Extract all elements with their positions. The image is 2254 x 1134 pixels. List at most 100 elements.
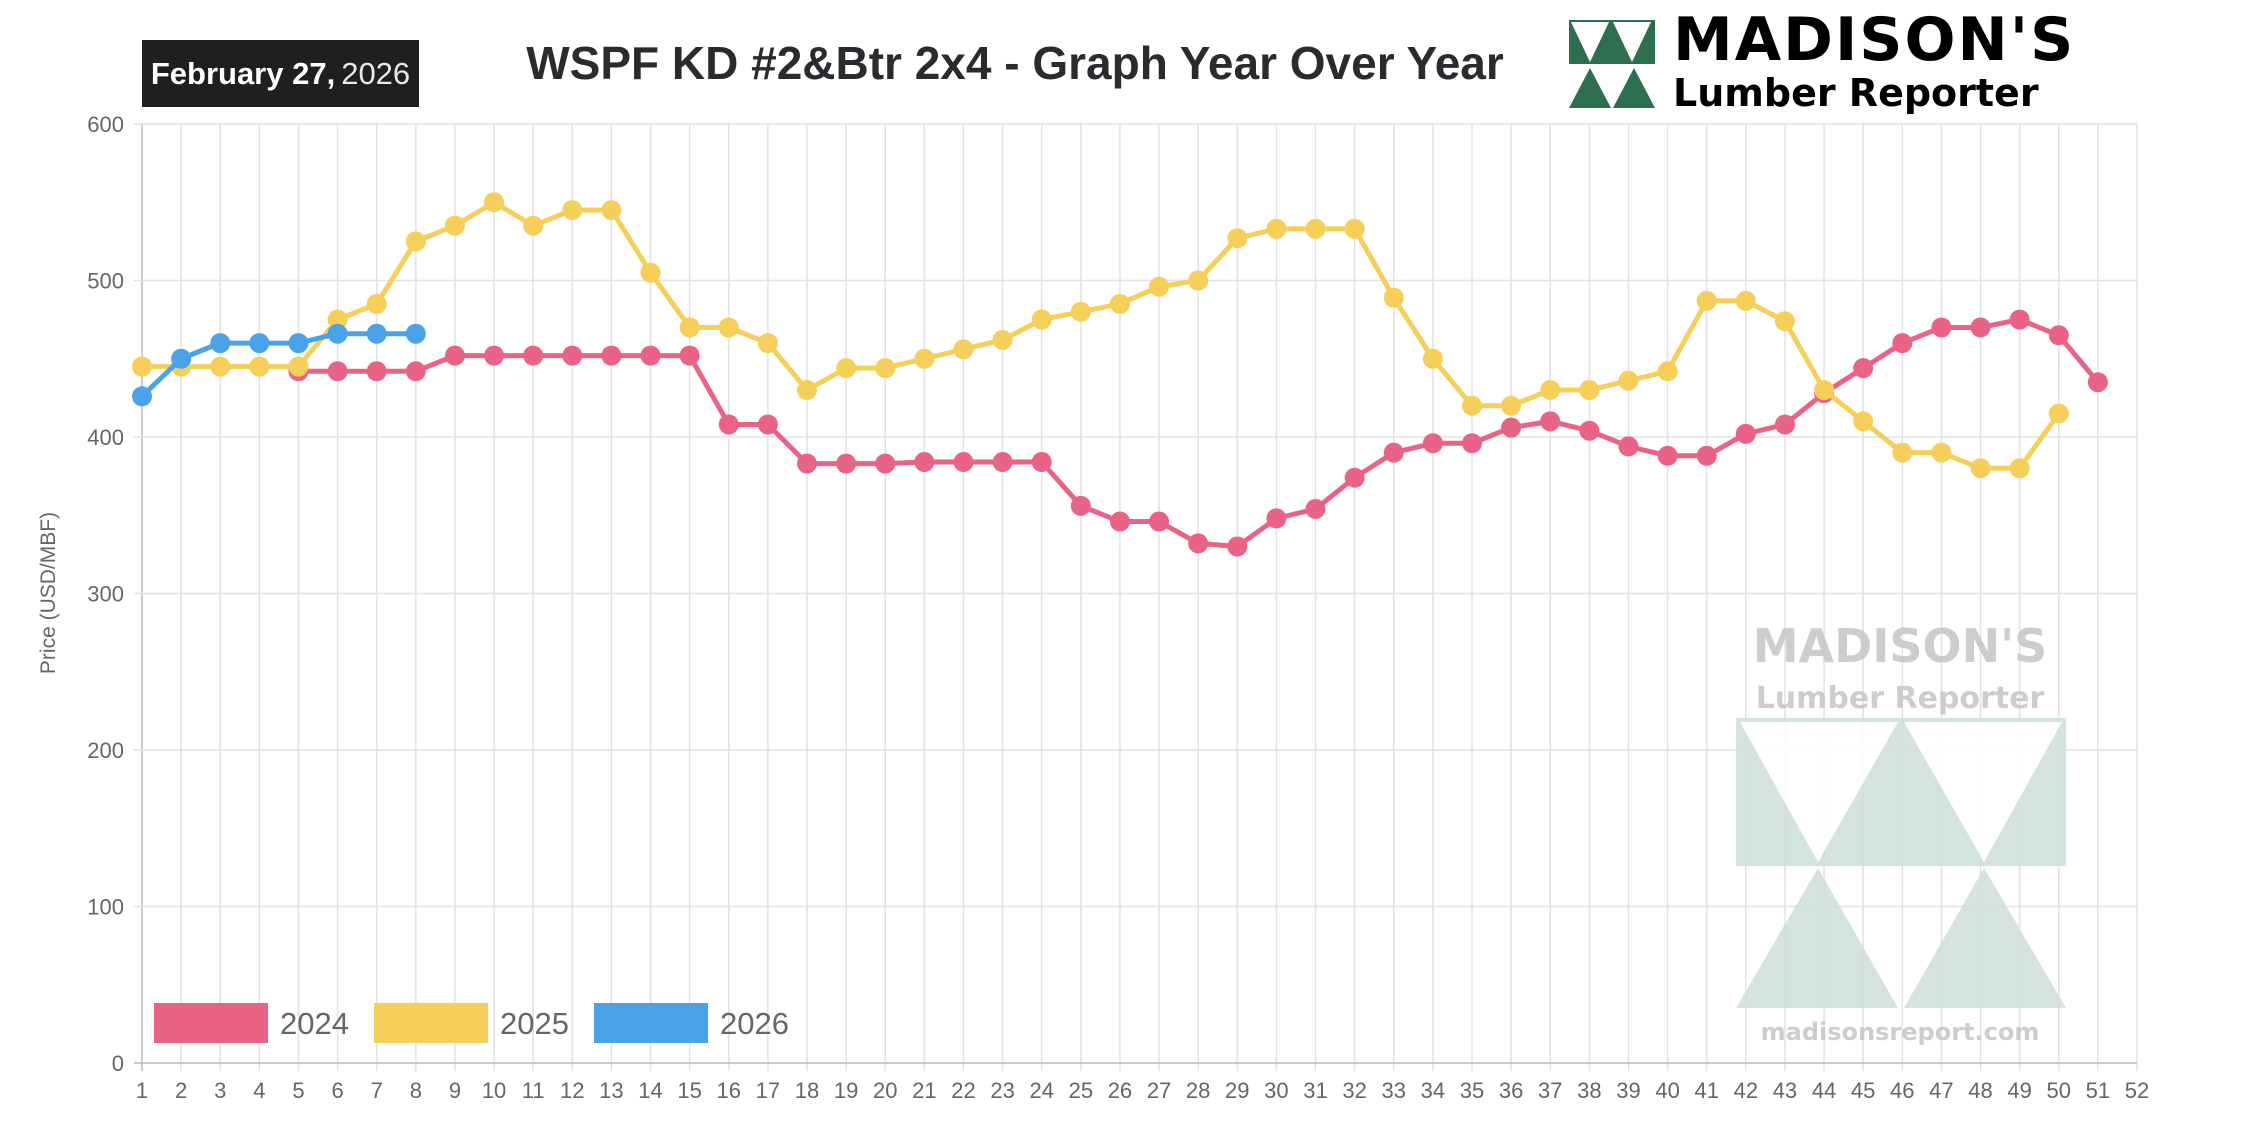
- x-tick-label: 41: [1694, 1078, 1718, 1103]
- data-point-2026: [132, 386, 152, 407]
- x-tick-label: 9: [449, 1078, 461, 1103]
- data-point-2024: [640, 345, 661, 366]
- logo-subtitle: Lumber Reporter: [1673, 71, 2039, 115]
- data-point-2025: [1031, 309, 1052, 330]
- data-point-2026: [405, 323, 426, 344]
- x-tick-label: 18: [795, 1078, 819, 1103]
- data-point-2024: [1305, 498, 1326, 519]
- y-tick-label: 600: [87, 112, 124, 137]
- x-tick-label: 42: [1734, 1078, 1758, 1103]
- data-point-2025: [1462, 395, 1482, 416]
- data-point-2025: [797, 380, 817, 401]
- y-tick-label: 100: [87, 895, 124, 920]
- data-point-2026: [210, 333, 231, 354]
- data-point-2025: [953, 339, 974, 360]
- y-tick-label: 0: [112, 1051, 124, 1076]
- data-point-2024: [1031, 452, 1052, 473]
- data-point-2025: [1383, 287, 1404, 308]
- data-point-2025: [601, 200, 622, 221]
- logo-title: MADISON'S: [1673, 5, 2076, 75]
- data-point-2025: [132, 356, 152, 377]
- data-point-2024: [1462, 433, 1482, 454]
- data-point-2025: [914, 348, 935, 369]
- data-point-2024: [914, 452, 935, 473]
- watermark-title: MADISON'S: [1753, 619, 2048, 673]
- data-point-2024: [1657, 445, 1678, 466]
- logo-triangles-icon: [1569, 20, 1655, 108]
- data-point-2025: [1774, 311, 1795, 332]
- data-point-2024: [1422, 433, 1443, 454]
- data-point-2025: [327, 309, 348, 330]
- data-point-2024: [1618, 436, 1639, 457]
- x-tick-label: 12: [560, 1078, 584, 1103]
- data-point-2025: [1109, 293, 1130, 314]
- x-tick-label: 19: [834, 1078, 858, 1103]
- data-point-2024: [2009, 309, 2030, 330]
- data-point-2024: [953, 452, 974, 473]
- x-tick-label: 17: [756, 1078, 780, 1103]
- y-tick-label: 400: [87, 425, 124, 450]
- x-tick-label: 44: [1812, 1078, 1836, 1103]
- data-point-2024: [1853, 358, 1874, 379]
- data-point-2025: [1970, 458, 1991, 479]
- data-point-2024: [327, 361, 348, 382]
- x-tick-label: 48: [1968, 1078, 1992, 1103]
- x-tick-label: 7: [371, 1078, 383, 1103]
- data-point-2025: [1227, 228, 1248, 249]
- data-point-2025: [1892, 442, 1913, 463]
- x-tick-label: 37: [1538, 1078, 1562, 1103]
- data-point-2025: [1814, 380, 1835, 401]
- x-tick-label: 32: [1342, 1078, 1366, 1103]
- x-tick-label: 14: [638, 1078, 662, 1103]
- data-point-2024: [523, 345, 544, 366]
- data-point-2025: [366, 293, 387, 314]
- data-point-2024: [679, 345, 700, 366]
- data-point-2026: [249, 333, 270, 354]
- data-point-2026: [327, 323, 348, 344]
- data-point-2024: [1892, 333, 1913, 354]
- data-point-2025: [1618, 370, 1639, 391]
- data-point-2024: [366, 361, 387, 382]
- x-tick-label: 43: [1773, 1078, 1797, 1103]
- x-tick-label: 27: [1147, 1078, 1171, 1103]
- x-tick-label: 26: [1108, 1078, 1132, 1103]
- x-tick-label: 40: [1655, 1078, 1679, 1103]
- data-point-2024: [1344, 467, 1365, 488]
- data-point-2024: [1109, 511, 1130, 532]
- data-point-2025: [210, 356, 231, 377]
- x-tick-label: 49: [2007, 1078, 2031, 1103]
- x-tick-label: 22: [951, 1078, 975, 1103]
- x-tick-label: 13: [599, 1078, 623, 1103]
- watermark-url: madisonsreport.com: [1761, 1018, 2040, 1046]
- data-point-2024: [1774, 414, 1795, 435]
- x-tick-label: 23: [990, 1078, 1014, 1103]
- data-point-2024: [992, 452, 1013, 473]
- x-tick-label: 35: [1460, 1078, 1484, 1103]
- watermark: MADISON'S Lumber Reporter madisonsreport…: [1736, 619, 2066, 1046]
- data-point-2025: [249, 356, 270, 377]
- x-tick-label: 10: [482, 1078, 506, 1103]
- data-point-2025: [1735, 290, 1756, 311]
- data-point-2024: [757, 414, 778, 435]
- data-point-2026: [171, 348, 192, 369]
- data-point-2025: [679, 317, 700, 338]
- data-point-2024: [1188, 533, 1209, 554]
- data-point-2024: [1540, 411, 1561, 432]
- data-point-2024: [444, 345, 465, 366]
- data-point-2025: [1422, 348, 1443, 369]
- x-tick-label: 6: [331, 1078, 343, 1103]
- y-tick-label: 500: [87, 269, 124, 294]
- data-point-2024: [1970, 317, 1991, 338]
- data-point-2025: [1501, 395, 1522, 416]
- data-point-2025: [1579, 380, 1600, 401]
- x-tick-label: 20: [873, 1078, 897, 1103]
- x-tick-label: 39: [1616, 1078, 1640, 1103]
- legend: 2024 2025 2026: [154, 1003, 789, 1043]
- x-tick-label: 34: [1421, 1078, 1445, 1103]
- data-point-2024: [1070, 495, 1091, 516]
- data-point-2024: [1149, 511, 1170, 532]
- date-month-day: February 27,: [150, 55, 336, 91]
- data-point-2024: [1696, 445, 1717, 466]
- data-point-2026: [366, 323, 387, 344]
- data-point-2025: [1305, 218, 1326, 239]
